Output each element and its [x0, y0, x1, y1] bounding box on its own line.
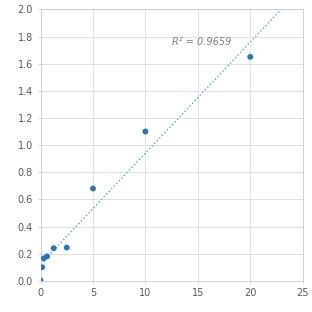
Point [90, 186, 95, 191]
Point [40, 265, 45, 270]
Point [51, 246, 56, 251]
Point [41, 256, 46, 261]
Point [45, 254, 50, 259]
Point [143, 129, 148, 134]
Point [248, 54, 253, 59]
Text: R² = 0.9659: R² = 0.9659 [172, 37, 231, 47]
Point [64, 245, 69, 250]
Point [38, 278, 43, 283]
